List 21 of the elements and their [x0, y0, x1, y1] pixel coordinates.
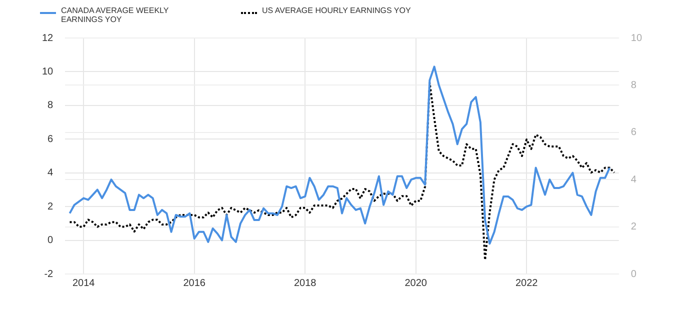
- y-tick-label: 0: [48, 235, 54, 246]
- legend-label: CANADA AVERAGE WEEKLY EARNINGS YOY: [61, 6, 170, 24]
- x-tick-label: 2018: [294, 278, 317, 289]
- y2-tick-label: 4: [630, 174, 637, 186]
- y2-tick-label: 2: [630, 222, 637, 233]
- y-tick-label: 8: [48, 100, 54, 112]
- y-tick-label: 10: [42, 66, 54, 78]
- x-tick-label: 2022: [515, 278, 538, 289]
- x-tick-label: 2020: [404, 278, 428, 289]
- y2-tick-label: 8: [630, 80, 637, 91]
- y2-tick-label: 6: [630, 127, 637, 138]
- legend-label: US AVERAGE HOURLY EARNINGS YOY: [262, 6, 412, 15]
- x-tick-label: 2016: [183, 278, 206, 289]
- y2-tick-label: 10: [630, 32, 642, 44]
- y-tick-label: 6: [48, 134, 54, 145]
- y-tick-label: 4: [48, 168, 54, 179]
- y2-tick-label: 0: [630, 268, 637, 280]
- x-tick-label: 2014: [72, 278, 96, 289]
- y-tick-label: 12: [42, 32, 54, 44]
- y-tick-label: 2: [48, 201, 54, 212]
- y-tick-label: -2: [44, 268, 54, 280]
